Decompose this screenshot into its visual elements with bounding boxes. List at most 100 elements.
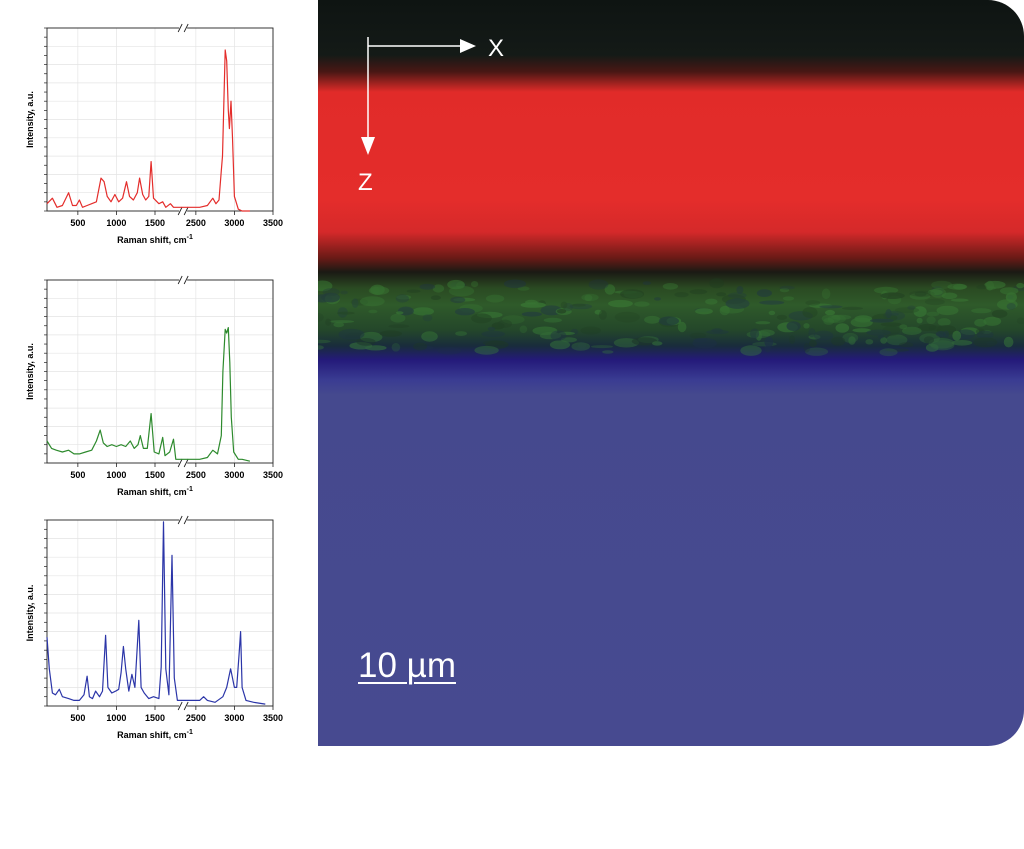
texture-speck [831,336,846,346]
texture-speck [976,284,988,290]
texture-speck [539,331,562,340]
axis-break-mask [179,703,188,709]
axis-break-mark [183,701,189,711]
texture-speck [360,331,383,343]
texture-speck [455,331,467,336]
texture-speck [485,294,505,303]
texture-speck [677,321,687,333]
texture-speck [706,329,729,335]
texture-speck [941,292,958,300]
z-axis-label: Z [358,169,373,196]
texture-speck [638,336,659,344]
texture-speck [454,308,475,316]
x-tick-label: 1000 [106,713,126,723]
texture-speck [986,286,997,290]
texture-speck [918,323,937,332]
texture-speck [538,300,546,307]
texture-speck [788,311,813,321]
texture-speck [349,342,373,350]
texture-speck [786,321,801,331]
green-layer-texture [318,278,1024,357]
texture-speck [321,298,330,302]
texture-speck [598,310,607,320]
x-tick-label: 3000 [224,218,244,228]
axis-break-mask [179,277,188,283]
texture-speck [391,343,401,352]
texture-speck [329,320,355,324]
axis-break-mask [179,460,188,466]
texture-speck [759,300,785,305]
texture-speck [756,289,772,297]
texture-speck [448,285,475,297]
texture-speck [802,307,818,318]
texture-speck [880,292,905,299]
x-axis-title-superscript: -1 [187,486,193,493]
texture-speck [1006,303,1016,310]
texture-speck [652,341,663,346]
texture-speck [572,303,586,307]
texture-speck [885,348,910,352]
x-axis-title: Raman shift, cm-1 [117,486,193,497]
texture-speck [827,314,846,324]
texture-speck [662,283,679,290]
texture-speck [894,307,920,314]
spectrum-chart-2: 500 1000 1500 2500 3000 3500 Raman shift, cm-1… [25,275,283,497]
texture-speck [532,326,558,336]
texture-speck [936,325,957,335]
texture-speck [746,330,771,339]
texture-speck [519,325,528,334]
texture-speck [871,313,898,322]
spectrum-line-2 [46,327,251,462]
texture-speck [925,343,939,352]
y-axis-title: Intensity, a.u. [25,343,35,400]
texture-speck [406,289,421,293]
x-axis-label: X [488,35,504,62]
texture-speck [1000,287,1019,295]
texture-speck [950,298,969,302]
texture-speck [570,328,579,335]
axis-break-mask [179,517,188,523]
texture-speck [372,286,380,294]
texture-speck [935,331,947,337]
texture-speck [413,342,428,351]
texture-speck [634,301,650,307]
x-axis-title-text: Raman shift, cm [117,235,187,245]
x-tick-label: 2500 [186,470,206,480]
texture-speck [930,288,947,298]
texture-speck [842,332,859,343]
texture-speck [711,328,723,333]
x-tick-label: 500 [70,470,85,480]
texture-speck [755,331,762,341]
texture-speck [501,315,525,324]
texture-speck [459,304,483,313]
texture-speck [556,309,567,314]
texture-speck [808,328,816,338]
texture-speck [805,300,821,306]
spectrum-line-3 [46,521,266,705]
texture-speck [943,330,950,338]
texture-speck [947,283,968,290]
texture-speck [365,345,387,351]
texture-speck [623,291,643,299]
texture-speck [602,350,614,354]
texture-speck [555,308,572,315]
texture-speck [750,328,760,339]
texture-speck [321,292,340,303]
x-tick-label: 1500 [145,218,165,228]
texture-speck [789,335,795,344]
texture-speck [764,342,771,353]
texture-speck [913,306,927,317]
texture-speck [852,328,871,333]
texture-speck [825,309,835,316]
texture-speck [456,281,465,289]
texture-speck [740,345,762,356]
texture-speck [368,309,378,314]
texture-speck [880,337,888,344]
texture-speck [1016,282,1024,289]
texture-speck [899,324,908,330]
texture-speck [397,306,414,316]
texture-speck [350,298,368,306]
axis-break-mark [177,23,183,33]
texture-speck [525,299,538,305]
x-axis-arrow-icon [460,39,476,53]
